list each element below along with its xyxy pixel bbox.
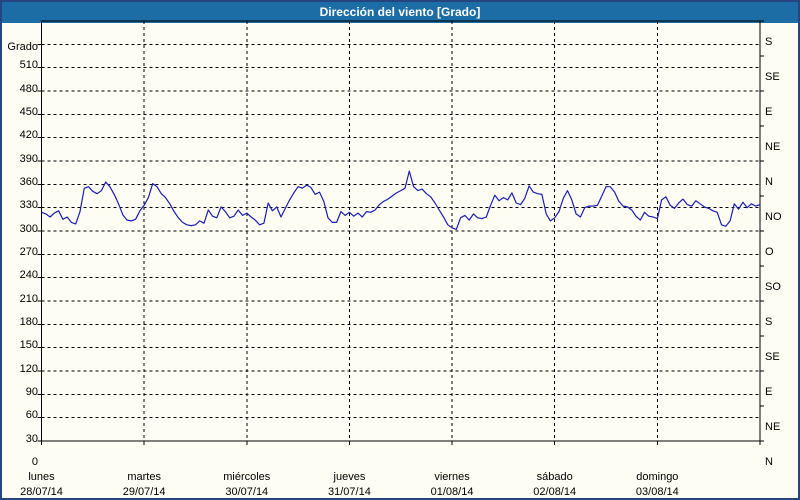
wind-direction-series-line xyxy=(41,170,761,230)
title-bar: Dirección del viento [Grado] xyxy=(2,2,798,23)
chart-canvas xyxy=(37,20,764,445)
chart-title: Dirección del viento [Grado] xyxy=(319,5,481,19)
day-date-label: 30/07/14 xyxy=(225,486,269,498)
day-date-label: 31/07/14 xyxy=(328,486,371,498)
day-date-label: 03/08/14 xyxy=(635,486,679,498)
day-date-label: 01/08/14 xyxy=(430,486,474,498)
day-date-label: 02/08/14 xyxy=(533,486,577,498)
day-date-label: 29/07/14 xyxy=(122,486,166,498)
day-date-label: 28/07/14 xyxy=(20,486,63,498)
